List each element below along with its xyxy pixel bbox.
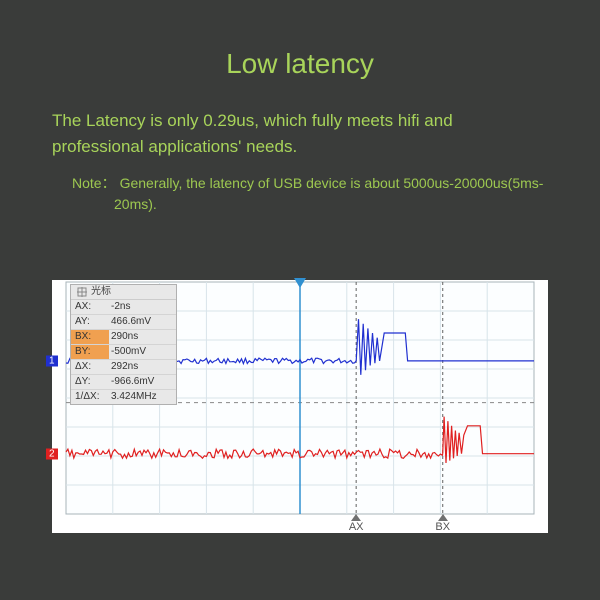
cursor-value: -2ns bbox=[109, 300, 176, 314]
cursor-label: BY: bbox=[71, 345, 109, 359]
description: The Latency is only 0.29us, which fully … bbox=[0, 80, 600, 159]
cursor-panel-title: 光标 bbox=[91, 285, 111, 299]
cursor-row: ΔX:292ns bbox=[71, 360, 176, 375]
cursor-row: AY:466.6mV bbox=[71, 315, 176, 330]
cursor-label: ΔX: bbox=[71, 360, 109, 374]
cursor-value: 292ns bbox=[109, 360, 176, 374]
cursor-pointer-icon bbox=[438, 514, 448, 521]
cursor-value: 466.6mV bbox=[109, 315, 176, 329]
trigger-marker-icon bbox=[294, 278, 306, 288]
cursor-row: ΔY:-966.6mV bbox=[71, 375, 176, 390]
cursor-label: ΔY: bbox=[71, 375, 109, 389]
cursor-row: BY:-500mV bbox=[71, 345, 176, 360]
cursor-icon bbox=[77, 287, 87, 297]
cursor-panel-header: 光标 bbox=[71, 285, 176, 300]
cursor-row: BX:290ns bbox=[71, 330, 176, 345]
cursor-row: 1/ΔX:3.424MHz bbox=[71, 390, 176, 404]
cursor-label: AY: bbox=[71, 315, 109, 329]
cursor-row: AX:-2ns bbox=[71, 300, 176, 315]
cursor-value: -500mV bbox=[109, 345, 176, 359]
cursor-label: BX: bbox=[71, 330, 109, 344]
cursor-panel: 光标 AX:-2nsAY:466.6mVBX:290nsBY:-500mVΔX:… bbox=[70, 284, 177, 405]
page-title: Low latency bbox=[0, 0, 600, 80]
note: Note：Generally, the latency of USB devic… bbox=[42, 159, 600, 215]
cursor-axis-label: AX bbox=[349, 521, 364, 533]
cursor-label: AX: bbox=[71, 300, 109, 314]
cursor-value: 290ns bbox=[109, 330, 176, 344]
channel-marker: 1 bbox=[46, 355, 58, 366]
cursor-pointer-icon bbox=[351, 514, 361, 521]
note-text: Generally, the latency of USB device is … bbox=[114, 175, 543, 212]
cursor-label: 1/ΔX: bbox=[71, 390, 109, 404]
cursor-value: 3.424MHz bbox=[109, 390, 176, 404]
cursor-value: -966.6mV bbox=[109, 375, 176, 389]
cursor-axis-label: BX bbox=[435, 521, 450, 533]
oscilloscope-screenshot: 光标 AX:-2nsAY:466.6mVBX:290nsBY:-500mVΔX:… bbox=[52, 280, 548, 533]
channel-marker: 2 bbox=[46, 448, 58, 459]
note-label: Note： bbox=[72, 175, 120, 191]
